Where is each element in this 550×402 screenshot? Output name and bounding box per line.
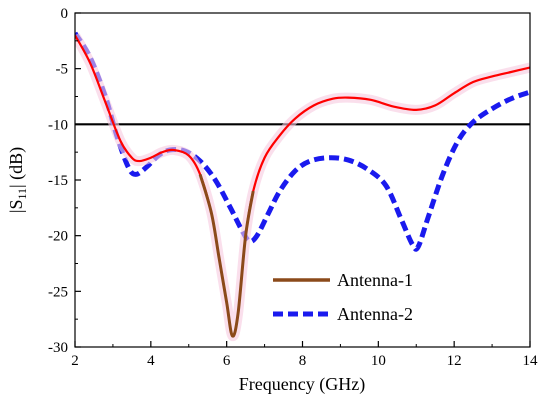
legend-label-antenna-1: Antenna-1 — [337, 270, 413, 290]
legend-label-antenna-2: Antenna-2 — [337, 304, 413, 324]
y-tick-label: 0 — [61, 6, 69, 22]
x-tick-label: 6 — [223, 353, 231, 369]
y-axis: 0 -5 -10 -15 -20 -25 -30 — [48, 6, 81, 356]
x-axis-title: Frequency (GHz) — [239, 374, 365, 395]
y-tick-label: -25 — [48, 284, 68, 300]
legend: Antenna-1 Antenna-2 — [273, 270, 413, 324]
y-tick-label: -5 — [56, 62, 69, 78]
plot-frame — [74, 12, 531, 348]
series-antenna-1-line — [75, 34, 530, 338]
y-axis-title-main: |S — [6, 200, 26, 214]
x-tick-label: 12 — [447, 353, 462, 369]
x-tick-label: 10 — [371, 353, 386, 369]
x-axis: 2 4 6 8 10 12 14 — [71, 341, 538, 369]
data-layer — [75, 31, 530, 342]
y-tick-label: -15 — [48, 173, 68, 189]
y-axis-title-sub: 11 — [15, 188, 29, 200]
y-tick-label: -30 — [48, 340, 68, 356]
y-tick-label: -20 — [48, 229, 68, 245]
x-tick-label: 2 — [71, 353, 79, 369]
x-tick-label: 4 — [147, 353, 155, 369]
y-tick-label: -10 — [48, 117, 68, 133]
x-tick-label: 8 — [299, 353, 307, 369]
x-tick-label: 14 — [523, 353, 539, 369]
series-antenna-2-line — [75, 31, 530, 252]
series-antenna-1-glow — [75, 32, 530, 342]
y-axis-title-tail: | (dB) — [6, 147, 27, 188]
y-axis-title: |S11| (dB) — [6, 147, 29, 213]
series-antenna-1-notch — [198, 174, 255, 338]
